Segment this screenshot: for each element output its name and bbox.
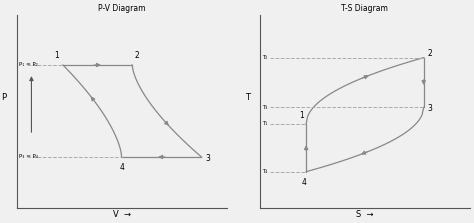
Text: 4: 4 — [301, 178, 307, 186]
Text: T₄: T₄ — [262, 169, 267, 174]
Text: T₂: T₂ — [262, 55, 267, 60]
Text: 1: 1 — [55, 51, 59, 60]
Text: P₁ = P₂: P₁ = P₂ — [19, 62, 38, 68]
X-axis label: V  →: V → — [113, 210, 131, 219]
Title: P-V Diagram: P-V Diagram — [98, 4, 146, 13]
Text: 1: 1 — [299, 111, 304, 120]
Y-axis label: T: T — [245, 93, 250, 102]
Text: 3: 3 — [206, 154, 210, 163]
Text: 2: 2 — [134, 51, 139, 60]
X-axis label: S  →: S → — [356, 210, 374, 219]
Title: T-S Diagram: T-S Diagram — [341, 4, 388, 13]
Y-axis label: P: P — [1, 93, 7, 102]
Text: P₃ = P₄: P₃ = P₄ — [19, 155, 38, 159]
Text: T₁: T₁ — [262, 121, 267, 126]
Text: 2: 2 — [428, 49, 433, 58]
Text: 4: 4 — [119, 163, 125, 172]
Text: T₃: T₃ — [262, 105, 267, 110]
Text: 3: 3 — [428, 104, 433, 113]
